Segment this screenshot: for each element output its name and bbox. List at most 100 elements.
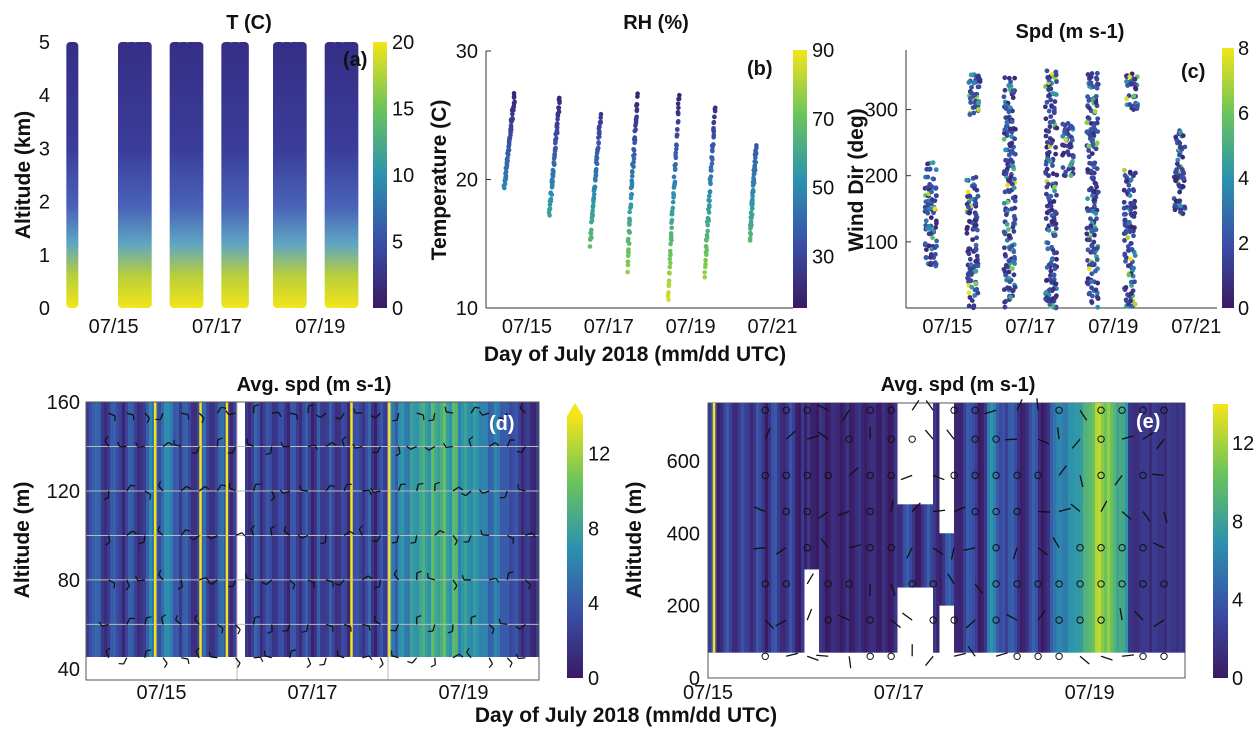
wind-dir-point-4-117: [1044, 210, 1050, 216]
panel-e-barb: [1006, 613, 1018, 621]
wind-dir-point-6-102: [1086, 148, 1092, 153]
panel-e-heat-column: [726, 403, 730, 653]
panel-e-calm-circle: [887, 544, 895, 552]
rh-point-1-4: [547, 206, 553, 212]
panel-a-colorbar-ticks: 0 5 10 15 20: [392, 32, 414, 320]
panel-e-heat-column: [954, 403, 958, 653]
panel-e-calm-circle: [992, 580, 1000, 588]
wind-dir-point-1-54: [973, 281, 979, 286]
panel-e-heat-column: [1179, 403, 1183, 653]
rh-point-1-34: [553, 146, 558, 151]
wind-dir-point-3-149: [1002, 169, 1007, 174]
panel-d-barb-flag: [478, 489, 484, 494]
panel-e-calm-circle: [971, 507, 979, 516]
panel-e-heat-column: [849, 403, 853, 653]
wind-dir-point-9-68: [1177, 203, 1183, 209]
panel-d-barb-flag: [228, 482, 231, 488]
panel-e-calm-circle: [992, 471, 1000, 480]
wind-dir-point-0-83: [923, 218, 929, 224]
panel-e-barb: [753, 547, 766, 550]
panel-d-barb: [144, 617, 148, 625]
wind-dir-point-0-79: [928, 215, 934, 221]
panel-d-heat-column: [449, 402, 453, 657]
wind-dir-point-4-29: [1047, 124, 1053, 130]
panel-d-barb-flag: [189, 536, 195, 541]
panel-c-xtick: 07/17: [1005, 316, 1055, 338]
panel-e-heat-column: [912, 504, 916, 588]
panel-b-yticks: 10 20 30: [456, 41, 491, 320]
panel-d-heat-column: [287, 402, 291, 657]
panel-b-colorbar-tick: 90: [812, 40, 834, 62]
panel-e-heat-column: [1086, 403, 1090, 653]
panel-d-heat-column: [338, 402, 342, 657]
panel-e-heat-column: [1176, 403, 1180, 653]
panel-c-label: (c): [1181, 61, 1205, 83]
panel-d-xticks: 07/15 07/17 07/19: [136, 682, 488, 704]
panel-d-barb-flag: [494, 442, 500, 447]
panel-d-heat-column: [446, 402, 450, 657]
panel-d-barb-flag: [187, 658, 190, 665]
panel-d-barb: [525, 532, 533, 537]
panel-d-barb-flag: [270, 525, 276, 530]
wind-dir-point-6-4: [1085, 258, 1090, 263]
panel-e-heat-column: [1074, 403, 1078, 653]
panel-e-barb: [950, 547, 955, 560]
panel-b-ylabel: Temperature (C): [428, 100, 451, 261]
panel-e-heat-column: [945, 533, 949, 606]
wind-dir-point-3-125: [1001, 245, 1007, 251]
rh-point-0-58: [511, 95, 517, 100]
panel-d-barb: [396, 535, 400, 543]
panel-d-heat-column: [479, 402, 483, 657]
panel-e-calm-circle: [887, 435, 895, 443]
wind-dir-point-9-61: [1173, 178, 1179, 184]
wind-dir-point-6-92: [1085, 276, 1091, 282]
panel-d-barb-flag: [466, 647, 470, 653]
wind-dir-point-3-165: [1011, 229, 1017, 234]
panel-d-heat-column: [230, 402, 234, 657]
wind-dir-point-3-129: [1006, 227, 1011, 232]
panel-e-heat-column: [786, 403, 790, 653]
panel-d-barb: [432, 412, 436, 421]
rh-point-3-38: [632, 152, 637, 157]
wind-dir-point-0-82: [933, 218, 939, 224]
panel-e-heat-column: [942, 533, 946, 606]
panel-e-calm-circle: [887, 471, 895, 480]
panel-d-barb-flag: [267, 630, 273, 635]
panel-e-heat-column: [837, 403, 841, 653]
wind-dir-point-4-98: [1044, 68, 1050, 74]
wind-dir-point-3-141: [1012, 136, 1018, 142]
wind-dir-point-6-133: [1094, 85, 1100, 91]
wind-dir-point-0-77: [928, 183, 934, 189]
panel-d-heat-column: [254, 402, 258, 657]
wind-dir-point-6-116: [1085, 247, 1091, 253]
panel-d-heat-column: [464, 402, 468, 657]
rh-point-3-2: [625, 259, 631, 264]
panel-e-barb: [911, 502, 921, 512]
panel-e-heat-column: [876, 403, 880, 653]
panel-e-calm-circle: [1097, 544, 1105, 552]
wind-dir-point-4-113: [1043, 116, 1049, 122]
panel-d-heat-column: [443, 402, 447, 657]
panel-c-colorbar-tick: 4: [1238, 168, 1249, 190]
wind-dir-point-7-45: [1128, 206, 1134, 212]
panel-e-barb: [848, 656, 852, 669]
panel-d-barb-flag: [352, 408, 356, 414]
panel-d-heat-column: [260, 402, 264, 657]
panel-d-heat-column: [143, 402, 147, 657]
panel-d-barb-flag: [491, 629, 495, 635]
panel-d-barb-flag: [391, 541, 397, 544]
panel-d-barb-flag: [335, 417, 341, 420]
rh-point-4-47: [674, 132, 680, 138]
panel-d-barb-flag: [368, 625, 371, 631]
wind-dir-point-3-164: [1005, 115, 1011, 121]
panel-d-barb: [397, 446, 401, 454]
panel-d-barb-flag: [372, 451, 378, 454]
panel-b-xtick: 07/21: [748, 316, 798, 338]
panel-c-xticks: 07/15 07/17 07/19 07/21: [922, 316, 1221, 338]
panel-e-calm-circle: [824, 580, 832, 588]
wind-dir-point-8-29: [1131, 107, 1136, 112]
panel-d-barb-flag: [278, 412, 282, 418]
panel-e-heat-column: [969, 403, 973, 653]
wind-dir-point-7-104: [1129, 247, 1135, 252]
wind-dir-point-1-56: [966, 303, 972, 309]
